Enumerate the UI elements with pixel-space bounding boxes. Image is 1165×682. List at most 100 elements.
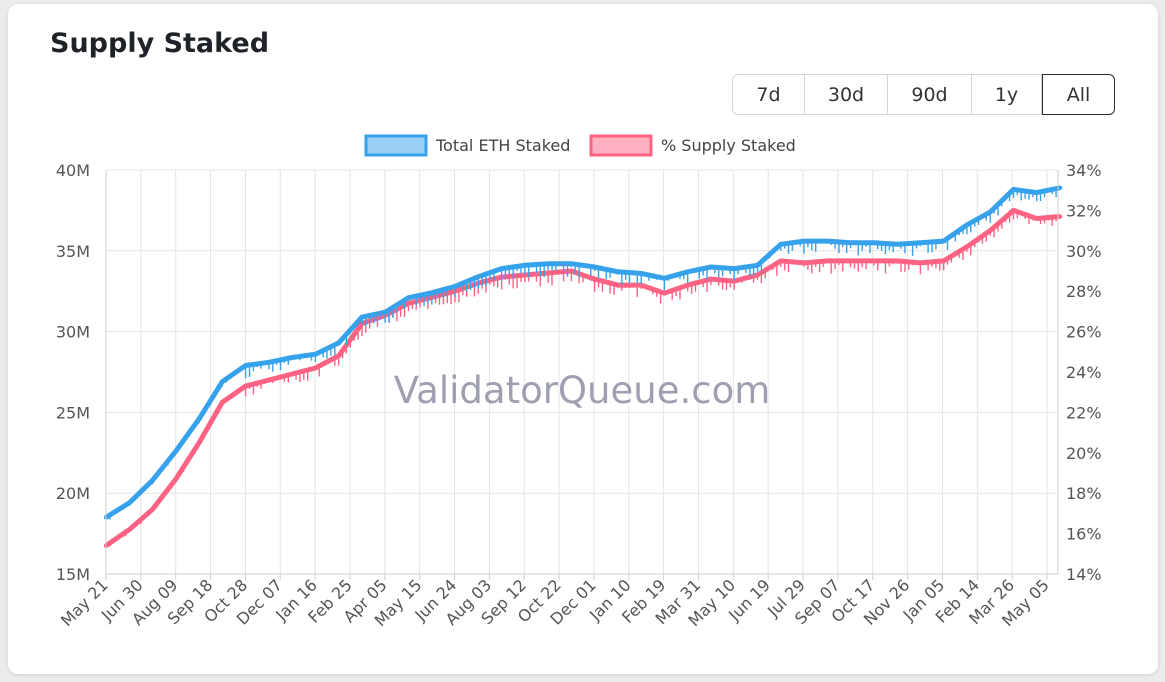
data-point[interactable]	[708, 264, 714, 270]
data-point[interactable]	[685, 269, 690, 274]
data-point[interactable]	[1034, 216, 1039, 221]
data-point[interactable]	[848, 240, 853, 245]
data-point[interactable]	[220, 400, 225, 405]
y-right-tick-label: 22%	[1066, 403, 1102, 422]
y-left-tick-label: 25M	[56, 403, 90, 422]
data-point[interactable]	[406, 301, 411, 306]
legend: Total ETH Staked % Supply Staked	[364, 134, 796, 157]
data-point[interactable]	[1034, 190, 1039, 195]
legend-label-total-eth[interactable]: Total ETH Staked	[435, 136, 570, 155]
data-point[interactable]	[127, 527, 132, 532]
y-left-tick-label: 35M	[56, 242, 90, 261]
data-point[interactable]	[545, 270, 551, 276]
data-point[interactable]	[336, 353, 341, 358]
y-right-tick-label: 34%	[1066, 161, 1102, 180]
data-point[interactable]	[150, 507, 155, 512]
data-point[interactable]	[522, 263, 527, 268]
data-point[interactable]	[406, 295, 411, 300]
data-point[interactable]	[755, 272, 760, 278]
data-point[interactable]	[825, 238, 830, 244]
data-point[interactable]	[918, 240, 923, 245]
range-button-90d[interactable]: 90d	[888, 74, 972, 115]
data-point[interactable]	[662, 276, 667, 281]
data-point[interactable]	[732, 278, 737, 284]
data-point[interactable]	[220, 379, 225, 384]
y-left-tick-label: 15M	[56, 565, 90, 584]
data-point[interactable]	[871, 240, 877, 245]
data-point[interactable]	[592, 264, 597, 270]
data-point[interactable]	[639, 282, 644, 288]
data-point[interactable]	[755, 263, 760, 268]
data-point[interactable]	[732, 266, 737, 271]
data-point[interactable]	[173, 476, 178, 482]
data-point[interactable]	[127, 500, 132, 506]
data-point[interactable]	[964, 222, 970, 228]
data-point[interactable]	[499, 266, 504, 271]
y-left-tick-label: 20M	[56, 484, 90, 503]
data-point[interactable]	[988, 228, 993, 233]
legend-label-supply-pct[interactable]: % Supply Staked	[661, 136, 796, 155]
data-point[interactable]	[452, 284, 458, 289]
data-point[interactable]	[173, 449, 178, 454]
data-point[interactable]	[289, 355, 295, 360]
data-point[interactable]	[569, 268, 574, 274]
data-point[interactable]	[429, 290, 434, 295]
legend-swatch-total-eth[interactable]	[364, 134, 428, 157]
data-point[interactable]	[196, 440, 202, 445]
data-point[interactable]	[476, 274, 481, 279]
data-point[interactable]	[941, 238, 946, 244]
data-point[interactable]	[639, 271, 644, 276]
data-point[interactable]	[266, 377, 272, 383]
data-point[interactable]	[685, 282, 690, 288]
data-point[interactable]	[825, 258, 830, 264]
data-point[interactable]	[266, 360, 272, 365]
data-point[interactable]	[196, 416, 202, 422]
legend-swatch-supply-pct[interactable]	[589, 134, 653, 157]
data-point[interactable]	[778, 258, 783, 264]
data-point[interactable]	[708, 276, 714, 282]
data-point[interactable]	[918, 260, 923, 266]
data-point[interactable]	[801, 260, 807, 266]
data-point[interactable]	[336, 340, 341, 346]
data-point[interactable]	[289, 371, 295, 377]
data-point[interactable]	[778, 242, 783, 247]
data-point[interactable]	[545, 261, 551, 266]
data-point[interactable]	[615, 269, 621, 274]
y-right-tick-label: 24%	[1066, 363, 1102, 382]
data-point[interactable]	[1011, 208, 1016, 213]
series-line-supply-pct	[104, 207, 1061, 548]
data-point[interactable]	[662, 291, 667, 296]
data-point[interactable]	[964, 244, 970, 249]
data-point[interactable]	[1057, 214, 1063, 219]
range-button-all[interactable]: All	[1042, 74, 1115, 115]
data-point[interactable]	[359, 314, 365, 320]
data-point[interactable]	[383, 310, 388, 315]
data-point[interactable]	[988, 209, 993, 215]
data-point[interactable]	[941, 258, 946, 264]
range-selector: 7d 30d 90d 1y All	[732, 74, 1115, 115]
page-title: Supply Staked	[50, 28, 270, 59]
data-point[interactable]	[243, 363, 248, 368]
series-layer	[103, 185, 1063, 548]
data-point[interactable]	[615, 282, 621, 288]
data-point[interactable]	[522, 272, 527, 278]
data-point[interactable]	[569, 261, 574, 266]
data-point[interactable]	[243, 383, 248, 389]
data-point[interactable]	[871, 258, 877, 264]
range-button-7d[interactable]: 7d	[732, 74, 805, 115]
data-point[interactable]	[801, 238, 807, 244]
data-point[interactable]	[313, 365, 318, 371]
data-point[interactable]	[313, 352, 318, 357]
data-point[interactable]	[1057, 185, 1063, 190]
data-point[interactable]	[1011, 187, 1016, 192]
grid	[105, 169, 1058, 575]
y-right-tick-label: 16%	[1066, 525, 1102, 544]
data-point[interactable]	[848, 258, 853, 264]
range-button-30d[interactable]: 30d	[805, 74, 888, 115]
data-point[interactable]	[894, 258, 900, 264]
data-point[interactable]	[894, 242, 900, 247]
data-point[interactable]	[592, 276, 597, 282]
range-button-1y[interactable]: 1y	[972, 74, 1042, 115]
data-point[interactable]	[150, 478, 155, 483]
y-right-tick-label: 18%	[1066, 484, 1102, 503]
